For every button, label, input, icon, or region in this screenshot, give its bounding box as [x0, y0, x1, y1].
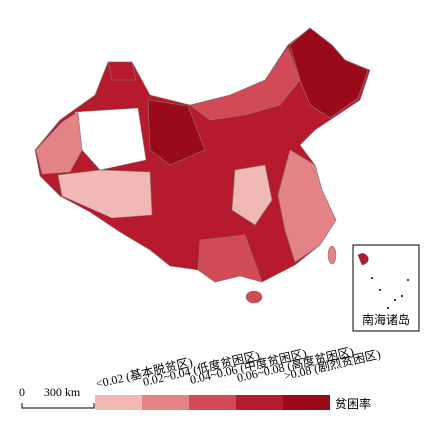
legend-swatch	[236, 395, 283, 410]
kashgar-tip	[107, 61, 137, 81]
tibet	[57, 169, 153, 219]
east-coast	[277, 149, 337, 263]
inset-islands	[371, 277, 409, 309]
northeast	[289, 27, 369, 119]
legend-swatch	[95, 395, 142, 410]
inset-coast	[357, 253, 369, 266]
northwest-patch	[147, 99, 206, 166]
taiwan	[327, 245, 337, 265]
legend-swatch	[189, 395, 236, 410]
china-map	[34, 27, 371, 304]
scale-start: 0	[19, 385, 25, 399]
inset-label: 南海诸岛	[362, 312, 410, 327]
scale-end: 300 km	[44, 385, 81, 399]
inset-frame	[352, 244, 420, 332]
legend-title: 贫困率	[335, 396, 371, 411]
scale-bar	[21, 403, 95, 409]
south	[197, 234, 263, 283]
west-patch	[35, 111, 83, 175]
hainan	[245, 290, 263, 304]
central	[231, 164, 273, 226]
inner-mongolia	[189, 47, 301, 121]
legend-swatch	[283, 395, 330, 410]
legend: <0.02 (基本脱贫区)0.02~0.04 (低度贫困区)0.04~0.06 …	[94, 343, 382, 410]
legend-swatch	[142, 395, 189, 410]
